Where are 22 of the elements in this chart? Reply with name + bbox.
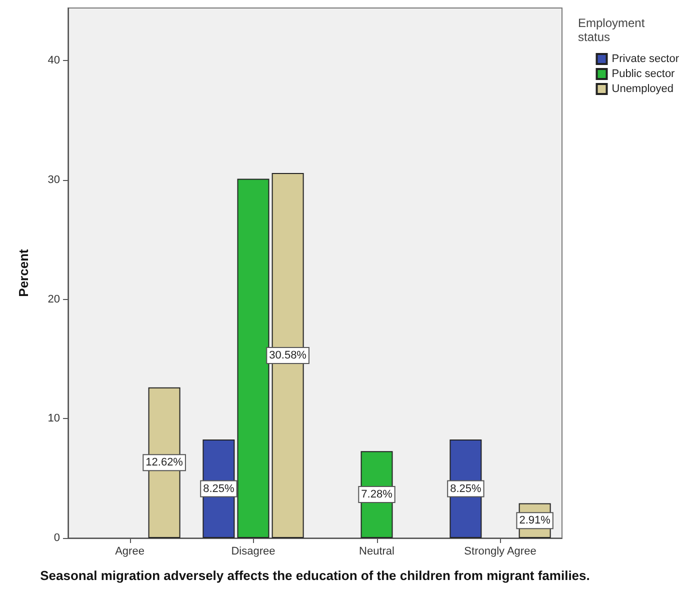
y-tick-label: 10: [48, 412, 60, 425]
data-label: 12.62%: [146, 456, 184, 469]
x-axis-title: Seasonal migration adversely affects the education of the children from migrant families.: [40, 568, 590, 583]
data-label: 8.25%: [203, 482, 234, 495]
y-tick-label: 0: [54, 532, 60, 544]
y-axis-title: Percent: [16, 248, 31, 297]
data-label: 30.58%: [269, 349, 307, 362]
x-tick-label: Neutral: [359, 546, 394, 558]
legend-label: Unemployed: [612, 83, 674, 95]
bar: [237, 178, 270, 538]
data-label: 8.25%: [450, 482, 482, 495]
data-label: 2.91%: [519, 514, 551, 527]
legend-title: Employment status: [578, 16, 648, 44]
y-tick-label: 40: [48, 54, 60, 67]
legend-label: Private sector: [612, 53, 680, 65]
legend-label: Public sector: [612, 68, 676, 80]
x-tick-label: Disagree: [231, 546, 276, 558]
x-tick-label: Agree: [115, 546, 144, 558]
y-tick-label: 20: [48, 293, 60, 306]
data-label: 7.28%: [361, 488, 393, 501]
x-tick-label: Strongly Agree: [464, 546, 536, 558]
y-tick-label: 30: [48, 174, 60, 186]
